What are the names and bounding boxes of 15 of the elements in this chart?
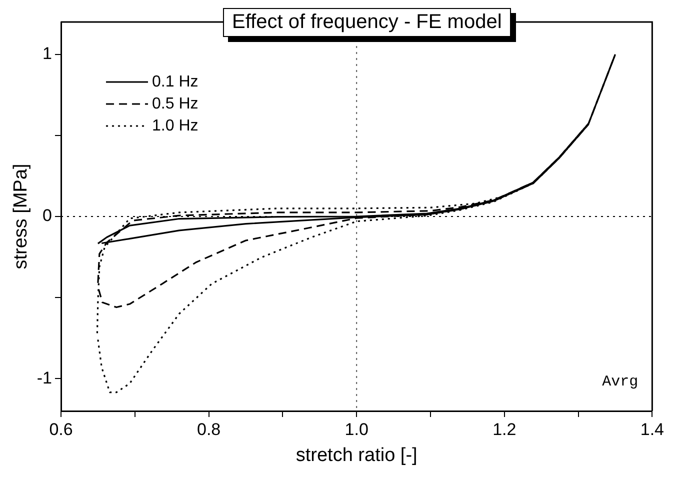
- annotation: Avrg: [602, 373, 638, 390]
- y-tick-label: 1: [42, 44, 52, 64]
- x-tick-label: 0.6: [49, 420, 73, 439]
- chart-title: Effect of frequency - FE model: [223, 8, 511, 37]
- text: 1.0: [344, 420, 368, 439]
- x-tick-label: 0.8: [196, 420, 221, 439]
- legend-label: 1.0 Hz: [152, 117, 198, 134]
- legend-label: 0.5 Hz: [152, 95, 198, 112]
- legend-label: 0.1 Hz: [152, 73, 198, 90]
- x-tick-label: 1.2: [492, 420, 516, 439]
- y-axis-title: stress [MPa]: [10, 164, 32, 270]
- x-axis-title: stretch ratio [-]: [296, 444, 418, 466]
- x-tick-label: 1.4: [640, 420, 664, 439]
- y-tick-label: -1: [36, 368, 52, 388]
- y-tick-label: 0: [42, 206, 52, 226]
